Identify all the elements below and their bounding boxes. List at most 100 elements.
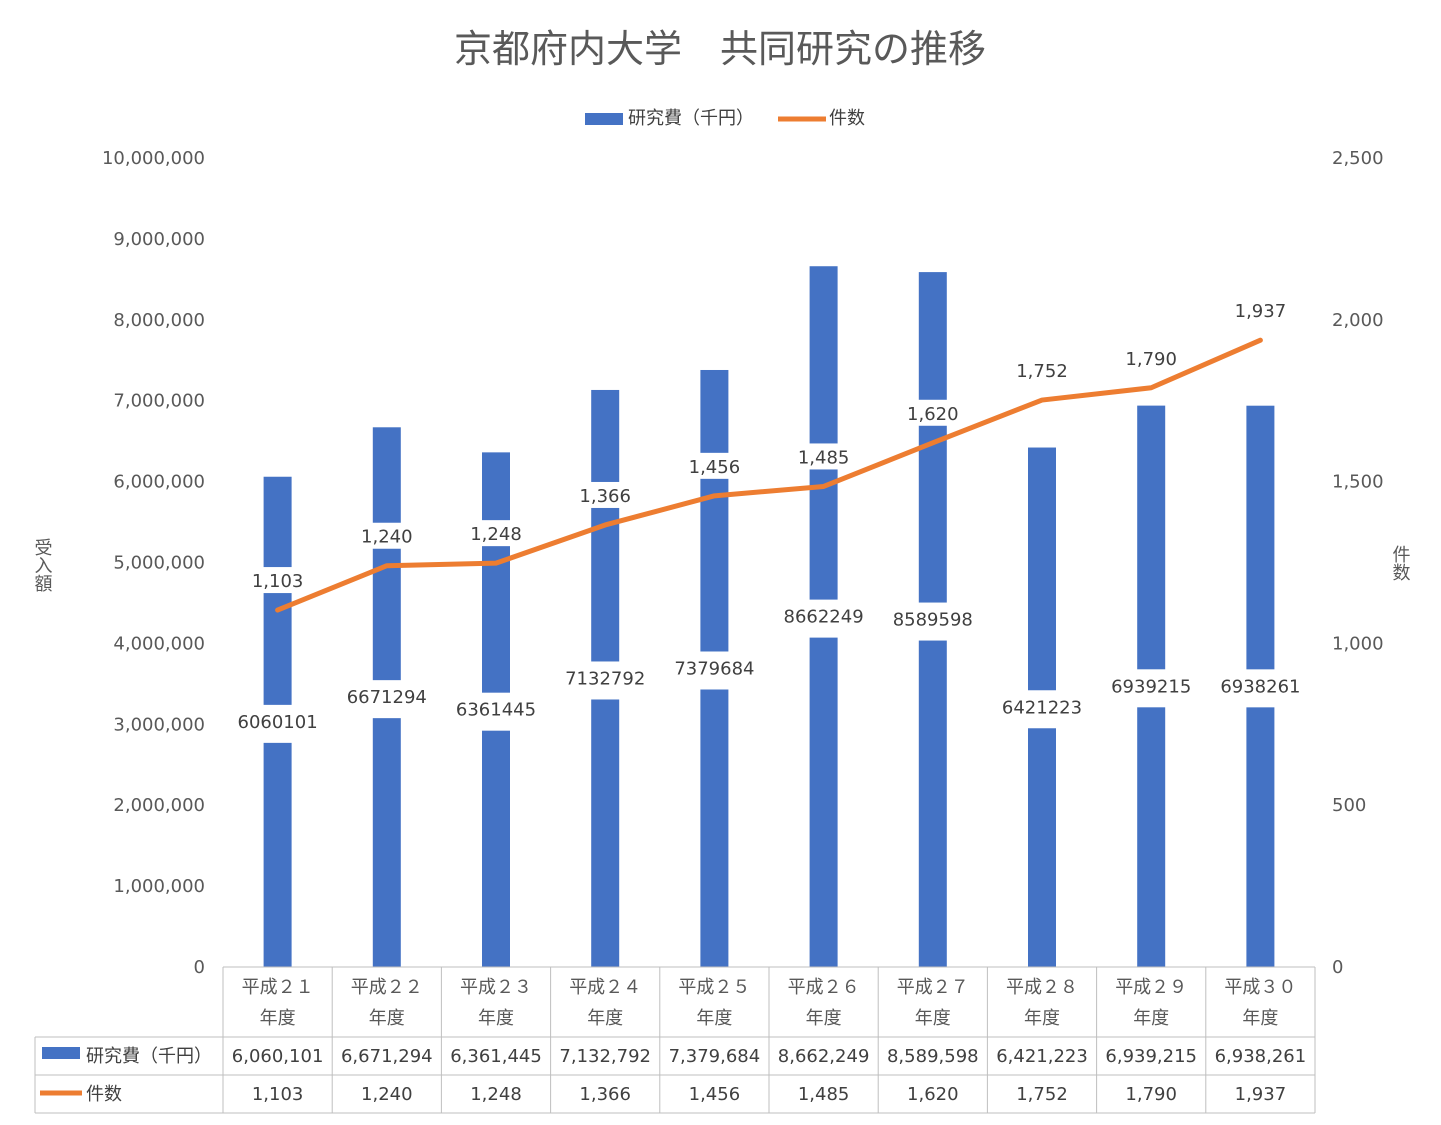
- y-right-tick-label: 2,500: [1332, 148, 1384, 169]
- category-label: 平成２２: [351, 977, 423, 998]
- line-label-bg: [1127, 344, 1176, 371]
- table-cell-bar: 6,060,101: [232, 1046, 324, 1067]
- bar-label-bg: [262, 704, 293, 743]
- line-data-label: 1,103: [252, 571, 304, 592]
- y-left-tick-label: 7,000,000: [113, 391, 205, 412]
- y-left-tick-label: 3,000,000: [113, 714, 205, 735]
- bar-label-bg: [699, 651, 730, 690]
- table-cell-line: 1,790: [1125, 1084, 1177, 1105]
- table-cell-line: 1,620: [907, 1084, 959, 1105]
- bar-label-bg: [371, 680, 402, 719]
- legend-label-bar: 研究費（千円）: [628, 108, 754, 129]
- table-cell-line: 1,103: [252, 1084, 304, 1105]
- category-label: 平成２９: [1115, 977, 1187, 998]
- category-label-sub: 年度: [1242, 1008, 1278, 1029]
- line-path: [275, 337, 1263, 613]
- line-series: 1,103 1,240 1,248 1,366 1,456 1,485 1,620 1,752…: [252, 297, 1287, 613]
- line-label-bg: [799, 443, 848, 470]
- category-label: 平成２７: [897, 977, 969, 998]
- line-data-label: 1,485: [798, 447, 850, 468]
- legend-swatch-bar: [585, 113, 623, 125]
- table-cell-bar: 8,662,249: [778, 1046, 870, 1067]
- line-data-label: 1,620: [907, 404, 959, 425]
- table-cell-line: 1,456: [689, 1084, 741, 1105]
- category-label-sub: 年度: [1133, 1008, 1169, 1029]
- bar-data-label: 7379684: [674, 658, 754, 679]
- line-data-label: 1,366: [579, 486, 631, 507]
- bar-label-bg: [590, 661, 621, 700]
- y-right-axis-title: 件数: [1390, 545, 1411, 581]
- y-left-tick-label: 8,000,000: [113, 310, 205, 331]
- bar-label-bg: [1027, 690, 1057, 729]
- table-cell-bar: 6,421,223: [996, 1046, 1088, 1067]
- bar-data-label: 8589598: [893, 610, 973, 631]
- table-cell-line: 1,752: [1016, 1084, 1068, 1105]
- bar-label-bg: [808, 599, 839, 638]
- y-left-tick-label: 9,000,000: [113, 229, 205, 250]
- y-left-tick-label: 1,000,000: [113, 876, 205, 897]
- table-cell-bar: 6,671,294: [341, 1046, 433, 1067]
- category-label: 平成２６: [788, 977, 860, 998]
- category-label-sub: 年度: [806, 1008, 842, 1029]
- y-right-tick-label: 1,000: [1332, 633, 1384, 654]
- y-left-tick-label: 6,000,000: [113, 472, 205, 493]
- data-table: 平成２１ 年度 平成２２ 年度 平成２３ 年度 平成２４ 年度 平成２５ 年度 平成２６ 年度 平成２７…: [34, 966, 1316, 1114]
- y-right-tick-label: 2,000: [1332, 310, 1384, 331]
- line-data-label: 1,790: [1125, 349, 1177, 370]
- table-cell-bar: 6,938,261: [1215, 1046, 1307, 1067]
- line-label-bg: [1018, 357, 1066, 384]
- bar-label-bg: [1245, 669, 1276, 708]
- table-cell-line: 1,485: [798, 1084, 850, 1105]
- line-data-label: 1,240: [361, 527, 413, 548]
- category-label-sub: 年度: [696, 1008, 732, 1029]
- category-label: 平成２５: [678, 977, 750, 998]
- line-label-bg: [581, 481, 630, 508]
- table-cell-bar: 6,361,445: [450, 1046, 542, 1067]
- y-left-axis-title: 受入額: [32, 538, 53, 592]
- bar-data-label: 7132792: [565, 668, 645, 689]
- bar-data-label: 6938261: [1220, 676, 1300, 697]
- table-cell-bar: 7,379,684: [669, 1046, 761, 1067]
- line-data-label: 1,248: [470, 524, 522, 545]
- line-data-label: 1,456: [689, 457, 741, 478]
- table-cell-line: 1,366: [579, 1084, 631, 1105]
- line-label-bg: [362, 522, 411, 549]
- y-left-tick-label: 4,000,000: [113, 633, 205, 654]
- line-label-bg: [1236, 297, 1285, 324]
- line-label-bg: [253, 567, 302, 594]
- bar-data-label: 6421223: [1002, 697, 1082, 718]
- y-left-tick-label: 10,000,000: [102, 148, 205, 169]
- bar-data-label: 6361445: [456, 700, 536, 721]
- category-label-sub: 年度: [1024, 1008, 1060, 1029]
- legend: 研究費（千円） 件数: [585, 108, 865, 129]
- table-cell-bar: 6,939,215: [1105, 1046, 1197, 1067]
- line-label-bg: [472, 520, 520, 547]
- table-cell-line: 1,240: [361, 1084, 413, 1105]
- y-left-tick-label: 5,000,000: [113, 553, 205, 574]
- line-label-bg: [690, 452, 739, 479]
- y-right-tick-label: 0: [1332, 957, 1343, 978]
- category-label-sub: 年度: [260, 1008, 296, 1029]
- table-cell-line: 1,937: [1235, 1084, 1287, 1105]
- y-left-tick-label: 0: [194, 957, 205, 978]
- category-label: 平成２８: [1006, 977, 1078, 998]
- category-label-sub: 年度: [369, 1008, 405, 1029]
- table-row-header-line: 件数: [86, 1084, 122, 1105]
- category-label-sub: 年度: [915, 1008, 951, 1029]
- line-data-label: 1,752: [1016, 361, 1068, 382]
- y-right-tick-label: 500: [1332, 795, 1366, 816]
- y-left-tick-label: 2,000,000: [113, 795, 205, 816]
- bar-label-bg: [481, 692, 511, 731]
- bar-data-label: 6939215: [1111, 676, 1191, 697]
- line-data-label: 1,937: [1235, 301, 1287, 322]
- bars: [263, 266, 1275, 968]
- bar-label-bg: [917, 602, 948, 641]
- y-right-ticks: 0 500 1,000 1,500 2,000 2,500: [1332, 148, 1384, 978]
- bar-data-label: 8662249: [784, 607, 864, 628]
- table-legend-swatch-bar: [42, 1047, 80, 1059]
- bar-labels: 6060101 6671294 6361445 7132792 7379684 86622…: [238, 599, 1300, 743]
- category-label: 平成２４: [569, 977, 641, 998]
- legend-label-line: 件数: [829, 108, 865, 129]
- table-row-header-bar: 研究費（千円）: [86, 1046, 212, 1067]
